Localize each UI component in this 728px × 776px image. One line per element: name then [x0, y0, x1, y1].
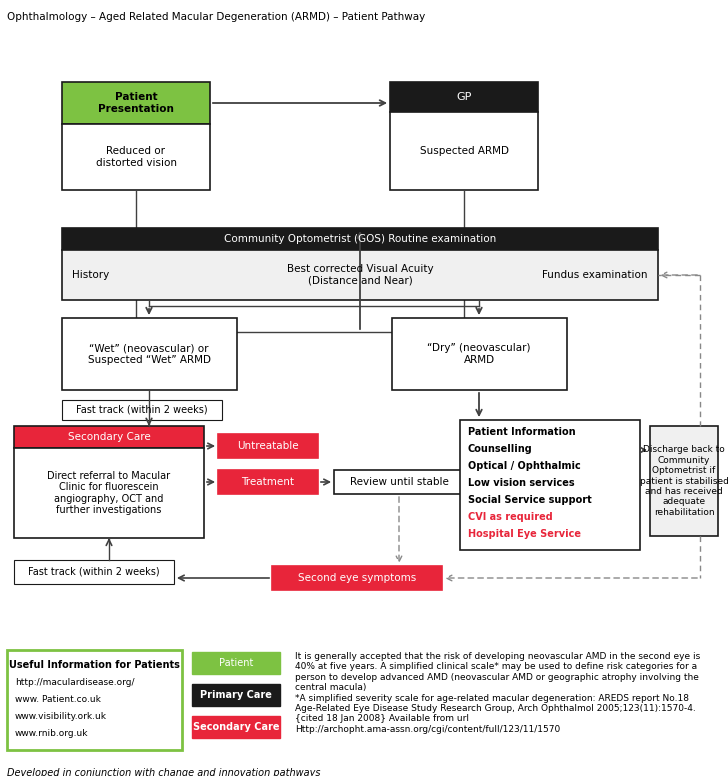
Text: Secondary Care: Secondary Care: [68, 432, 151, 442]
Text: Discharge back to
Community
Optometrist if
patient is stabilised
and has receive: Discharge back to Community Optometrist …: [640, 445, 728, 517]
Bar: [14, 560, 174, 584]
Bar: [392, 318, 567, 390]
Text: www. Patient.co.uk: www. Patient.co.uk: [15, 695, 101, 704]
Bar: [272, 566, 442, 590]
Text: “Dry” (neovascular)
ARMD: “Dry” (neovascular) ARMD: [427, 343, 531, 365]
Bar: [460, 420, 640, 550]
Bar: [14, 448, 204, 538]
Text: Social Service support: Social Service support: [468, 495, 592, 505]
Bar: [62, 400, 222, 420]
Text: Primary Care: Primary Care: [200, 690, 272, 700]
Text: Optical / Ophthalmic: Optical / Ophthalmic: [468, 461, 581, 471]
Bar: [14, 426, 204, 448]
Text: Review until stable: Review until stable: [349, 477, 448, 487]
Text: Fast track (within 2 weeks): Fast track (within 2 weeks): [76, 405, 207, 415]
Text: Patient: Patient: [219, 658, 253, 668]
Bar: [7, 650, 182, 750]
Text: Fast track (within 2 weeks): Fast track (within 2 weeks): [28, 567, 160, 577]
Bar: [218, 470, 318, 494]
Text: http://maculardisease.org/: http://maculardisease.org/: [15, 678, 135, 687]
Text: Patient
Presentation: Patient Presentation: [98, 92, 174, 114]
Bar: [62, 250, 658, 300]
Bar: [390, 82, 538, 112]
Bar: [334, 470, 464, 494]
Text: It is generally accepted that the risk of developing neovascular AMD in the seco: It is generally accepted that the risk o…: [295, 652, 700, 734]
Text: Useful Information for Patients: Useful Information for Patients: [9, 660, 179, 670]
Bar: [62, 228, 658, 250]
Text: Reduced or
distorted vision: Reduced or distorted vision: [95, 146, 176, 168]
Text: Counselling: Counselling: [468, 444, 533, 454]
Bar: [218, 434, 318, 458]
Bar: [62, 318, 237, 390]
Bar: [650, 426, 718, 536]
Text: Low vision services: Low vision services: [468, 478, 574, 488]
Text: Developed in conjunction with change and innovation pathways: Developed in conjunction with change and…: [7, 768, 320, 776]
Text: Community Optometrist (GOS) Routine examination: Community Optometrist (GOS) Routine exam…: [224, 234, 496, 244]
Text: Hospital Eye Service: Hospital Eye Service: [468, 529, 581, 539]
Text: GP: GP: [456, 92, 472, 102]
Text: CVI as required: CVI as required: [468, 512, 553, 522]
Text: Suspected ARMD: Suspected ARMD: [419, 146, 508, 156]
Text: Patient Information: Patient Information: [468, 427, 576, 437]
Bar: [62, 124, 210, 190]
Text: Treatment: Treatment: [242, 477, 295, 487]
Text: Untreatable: Untreatable: [237, 441, 298, 451]
Text: History: History: [72, 270, 109, 280]
Text: www.visibility.ork.uk: www.visibility.ork.uk: [15, 712, 107, 721]
Bar: [192, 716, 280, 738]
Text: Fundus examination: Fundus examination: [542, 270, 648, 280]
Text: Ophthalmology – Aged Related Macular Degeneration (ARMD) – Patient Pathway: Ophthalmology – Aged Related Macular Deg…: [7, 12, 425, 22]
Bar: [390, 112, 538, 190]
Text: Second eye symptoms: Second eye symptoms: [298, 573, 416, 583]
Text: “Wet” (neovascular) or
Suspected “Wet” ARMD: “Wet” (neovascular) or Suspected “Wet” A…: [87, 343, 210, 365]
Bar: [192, 652, 280, 674]
Text: Secondary Care: Secondary Care: [193, 722, 280, 732]
Bar: [62, 82, 210, 124]
Bar: [192, 684, 280, 706]
Text: Direct referral to Macular
Clinic for fluorescein
angiography, OCT and
further i: Direct referral to Macular Clinic for fl…: [47, 470, 170, 515]
Text: www.rnib.org.uk: www.rnib.org.uk: [15, 729, 89, 738]
Text: Best corrected Visual Acuity
(Distance and Near): Best corrected Visual Acuity (Distance a…: [287, 264, 433, 286]
